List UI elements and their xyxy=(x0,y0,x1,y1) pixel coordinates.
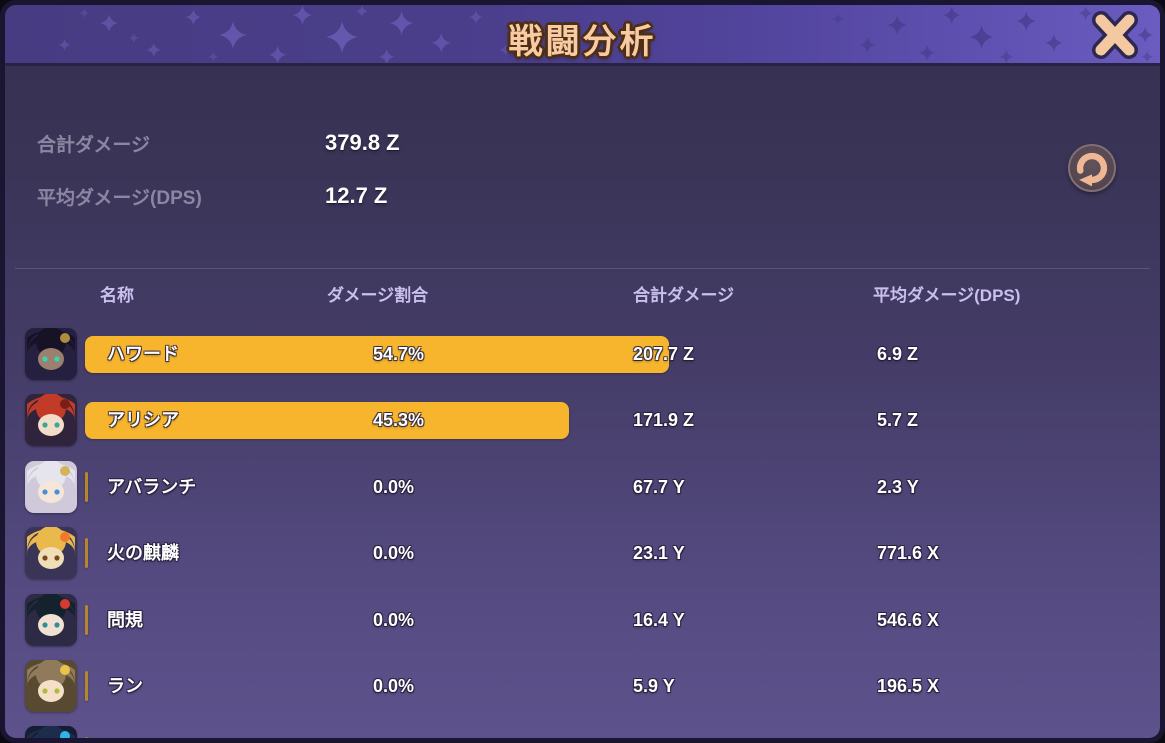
table-row: ラン 0.0% 5.9 Y 196.5 X xyxy=(5,660,1160,712)
dps-value: 6.9 Z xyxy=(877,344,919,364)
character-name: ハワード xyxy=(107,344,179,364)
titlebar: 戦闘分析 xyxy=(5,5,1160,66)
table-row: 火の麒麟 0.0% 23.1 Y 771.6 X xyxy=(5,527,1160,580)
total-damage-value: 207.7 Z xyxy=(633,344,695,364)
dps-value: 546.6 X xyxy=(877,609,940,630)
refresh-icon xyxy=(1076,152,1108,187)
summary-dps-value: 12.7 Z xyxy=(325,183,388,208)
character-name: ラン xyxy=(107,676,143,696)
total-damage-value: 23.1 Y xyxy=(633,543,685,564)
damage-ratio-value: 54.7% xyxy=(373,344,425,364)
damage-ratio-bar xyxy=(85,336,670,373)
star-pattern-decoration xyxy=(58,5,1154,63)
table-row: アバランチ 0.0% 67.7 Y 2.3 Y xyxy=(5,460,1160,513)
character-name: アリシア xyxy=(107,410,179,431)
total-damage-value: 67.7 Y xyxy=(633,476,685,497)
character-avatar xyxy=(25,527,77,580)
summary-dps-label: 平均ダメージ(DPS) xyxy=(37,187,202,209)
refresh-button[interactable] xyxy=(1068,144,1116,192)
character-name: 問規 xyxy=(107,609,143,630)
summary-total-damage: 合計ダメージ 379.8 Z xyxy=(37,123,400,163)
column-header-dps: 平均ダメージ(DPS) xyxy=(873,286,1021,305)
summary-total-damage-value: 379.8 Z xyxy=(325,130,400,155)
damage-ratio-value: 0.0% xyxy=(373,543,415,564)
damage-ratio-value: 0.0% xyxy=(373,676,415,696)
table-row xyxy=(5,726,1160,738)
damage-ratio-bar xyxy=(85,604,88,635)
table-row: 問規 0.0% 16.4 Y 546.6 X xyxy=(5,593,1160,646)
damage-ratio-bar xyxy=(85,671,88,701)
column-header-name: 名称 xyxy=(100,286,134,305)
dps-value: 5.7 Z xyxy=(877,410,919,431)
summary-dps: 平均ダメージ(DPS) 12.7 Z xyxy=(37,176,400,216)
total-damage-value: 5.9 Y xyxy=(633,676,675,696)
damage-ratio-bar xyxy=(85,402,569,440)
table-header: 名称 ダメージ割合 合計ダメージ 平均ダメージ(DPS) xyxy=(5,269,1160,323)
page-title: 戦闘分析 xyxy=(508,23,657,61)
damage-ratio-value: 0.0% xyxy=(373,609,415,630)
character-avatar xyxy=(25,328,77,380)
character-name: アバランチ xyxy=(107,476,197,497)
column-header-damage-ratio: ダメージ割合 xyxy=(327,286,429,305)
damage-ratio-value: 0.0% xyxy=(373,476,415,497)
dps-value: 2.3 Y xyxy=(877,476,919,497)
table-row: アリシア 45.3% 171.9 Z 5.7 Z xyxy=(5,394,1160,447)
column-header-total-damage: 合計ダメージ xyxy=(633,286,735,305)
character-avatar xyxy=(25,460,77,513)
table-divider xyxy=(15,268,1150,269)
damage-ratio-value: 45.3% xyxy=(373,410,425,431)
summary-total-damage-label: 合計ダメージ xyxy=(37,134,151,156)
damage-ratio-bar xyxy=(85,737,88,738)
damage-ratio-bar xyxy=(85,538,88,569)
dps-value: 771.6 X xyxy=(877,543,940,564)
table-row: ハワード 54.7% 207.7 Z 6.9 Z xyxy=(5,328,1160,380)
character-name: 火の麒麟 xyxy=(107,543,179,564)
total-damage-value: 171.9 Z xyxy=(633,410,695,431)
character-avatar xyxy=(25,394,77,447)
total-damage-value: 16.4 Y xyxy=(633,609,685,630)
close-button[interactable] xyxy=(1086,7,1144,63)
summary-section: 合計ダメージ 379.8 Z 平均ダメージ(DPS) 12.7 Z xyxy=(37,123,400,229)
dps-value: 196.5 X xyxy=(877,676,940,696)
close-icon xyxy=(1092,11,1138,59)
character-avatar xyxy=(25,593,77,646)
character-avatar xyxy=(25,660,77,712)
character-avatar xyxy=(25,726,77,738)
table-rows: ハワード 54.7% 207.7 Z 6.9 Z アリシア 45.3% 171.… xyxy=(5,5,1160,738)
damage-ratio-bar xyxy=(85,471,88,502)
